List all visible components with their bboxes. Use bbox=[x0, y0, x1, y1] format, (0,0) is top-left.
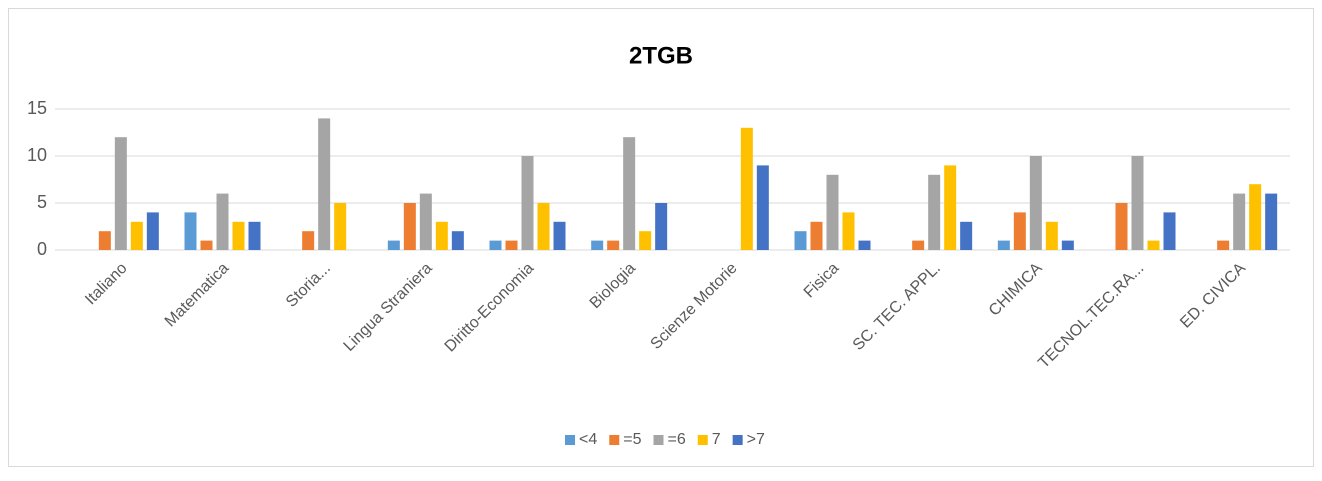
bar bbox=[248, 221, 261, 250]
y-tick-label: 15 bbox=[27, 98, 47, 118]
y-tick-label: 10 bbox=[27, 145, 47, 165]
bar bbox=[1249, 184, 1262, 250]
bar bbox=[451, 231, 464, 250]
bar bbox=[1233, 193, 1246, 250]
legend-swatch bbox=[697, 435, 708, 445]
bar bbox=[505, 240, 518, 250]
bar bbox=[1061, 240, 1074, 250]
legend-label: >7 bbox=[747, 431, 765, 448]
legend-label: <4 bbox=[579, 431, 597, 448]
bar bbox=[623, 137, 636, 250]
bar bbox=[639, 231, 652, 250]
legend-swatch bbox=[565, 435, 575, 445]
bar bbox=[997, 240, 1010, 250]
y-tick-label: 5 bbox=[37, 192, 47, 212]
bar bbox=[858, 240, 871, 250]
bar bbox=[184, 212, 197, 250]
bar bbox=[146, 212, 159, 250]
bar bbox=[537, 203, 550, 250]
bar bbox=[1147, 240, 1160, 250]
bar bbox=[794, 231, 807, 250]
bar bbox=[1029, 156, 1042, 250]
bar bbox=[1131, 156, 1144, 250]
bar bbox=[302, 231, 315, 250]
bar bbox=[607, 240, 620, 250]
bar bbox=[1265, 193, 1278, 250]
bar bbox=[114, 137, 127, 250]
legend-swatch bbox=[653, 435, 664, 445]
y-tick-label: 0 bbox=[37, 239, 47, 259]
bar bbox=[842, 212, 855, 250]
bar bbox=[232, 221, 245, 250]
bar bbox=[655, 203, 668, 250]
legend-label: =6 bbox=[668, 431, 686, 448]
bar bbox=[960, 221, 973, 250]
legend-label: =5 bbox=[623, 431, 641, 448]
bar bbox=[740, 127, 753, 250]
bar bbox=[216, 193, 229, 250]
bar bbox=[200, 240, 213, 250]
bar bbox=[1115, 203, 1128, 250]
bar bbox=[419, 193, 432, 250]
bar bbox=[334, 203, 347, 250]
bar bbox=[912, 240, 925, 250]
bar bbox=[810, 221, 823, 250]
bar bbox=[489, 240, 502, 250]
bar bbox=[1013, 212, 1026, 250]
bar bbox=[1045, 221, 1058, 250]
legend-label: 7 bbox=[712, 431, 721, 448]
bar bbox=[387, 240, 400, 250]
bar bbox=[944, 165, 957, 250]
bar bbox=[318, 118, 331, 251]
bar bbox=[756, 165, 769, 250]
legend-swatch bbox=[609, 435, 620, 445]
bar bbox=[1217, 240, 1230, 250]
bar bbox=[826, 174, 839, 250]
bar bbox=[403, 203, 416, 250]
bar bbox=[591, 240, 604, 250]
bar bbox=[435, 221, 448, 250]
chart-title: 2TGB bbox=[629, 42, 693, 69]
bar bbox=[130, 221, 143, 250]
legend-swatch bbox=[732, 435, 743, 445]
bar bbox=[521, 156, 534, 250]
bar bbox=[98, 231, 111, 250]
bar bbox=[1163, 212, 1176, 250]
bar bbox=[553, 221, 566, 250]
bar bbox=[928, 174, 941, 250]
